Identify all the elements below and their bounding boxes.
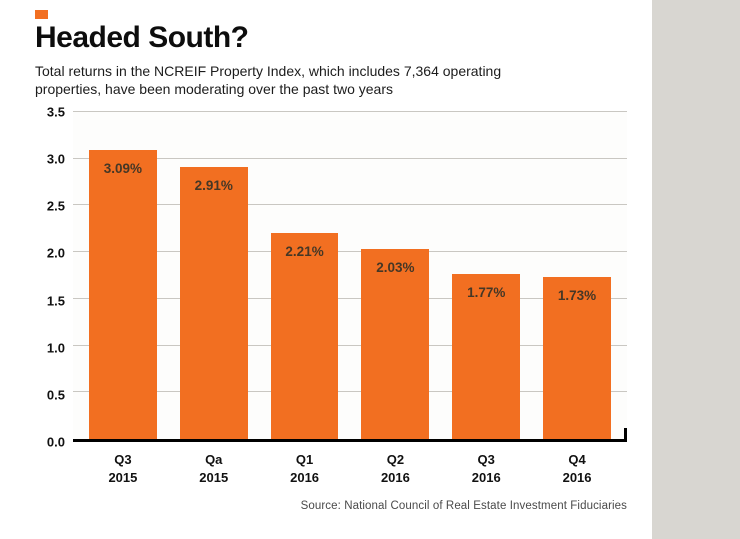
chart-title: Headed South? [35,21,249,54]
bar-q3-2015: 3.09% [89,150,157,439]
x-tick-label: Q2 2016 [380,452,410,485]
accent-square-icon [35,10,48,19]
bar-slot: 1.73% [543,112,611,439]
gridline [73,251,627,253]
bar-value-label: 2.21% [285,243,324,259]
x-tick-label: Q1 2016 [290,452,320,485]
chart-subtitle-line2: properties, have been moderating over th… [35,80,393,97]
x-tick-label: Q3 2016 [471,452,501,485]
y-tick-label: 0.5 [46,387,65,403]
gridline [73,204,627,206]
bar-value-label: 2.03% [376,260,415,276]
bar-chart: 0.0 0.5 1.0 1.5 2.0 2.5 3.0 3.5 3.09% 2.91% 2.21%… [35,105,627,486]
bar-slot: 2.21% [270,112,339,439]
bars-row: 3.09% 2.91% 2.21% 2.03% 1.77% 1.73% [73,112,627,439]
y-tick-label: 2.0 [46,245,65,261]
gridline [73,157,627,159]
gridline [73,344,627,346]
bar-value-label: 1.77% [467,284,506,300]
y-tick-label: 3.5 [46,104,65,120]
x-axis: Q3 2015 Qa 2015 Q1 2016 Q2 2016 Q3 2016 Q4 2016 [73,451,627,486]
x-tick-label: Qa 2015 [199,452,229,485]
bar-q4-2016: 1.73% [543,277,611,439]
bar-value-label: 1.73% [557,288,597,304]
bar-slot: 1.77% [452,112,521,439]
source-note: Source: National Council of Real Estate … [300,500,627,513]
y-tick-label: 1.5 [46,293,65,309]
gridline [73,297,627,299]
plot-wrap: 3.09% 2.91% 2.21% 2.03% 1.77% 1.73% Q3 2015 Qa 2… [73,111,627,486]
bar-slot: 3.09% [89,112,157,439]
bar-qa-2015: 2.91% [179,167,248,439]
page-edge [652,0,740,539]
x-tick-label: Q3 2015 [108,452,138,485]
bar-slot: 2.03% [361,112,430,439]
article-panel: Headed South? Total returns in the NCREI… [35,10,652,513]
y-tick-label: 3.0 [46,151,65,167]
bar-q2-2016: 2.03% [361,249,430,439]
gridline [73,111,627,112]
x-tick-label: Q4 2016 [562,452,592,485]
bar-q1-2016: 2.21% [270,232,339,439]
chart-subtitle: Total returns in the NCREIF Property Ind… [35,63,652,98]
y-tick-label: 2.5 [46,198,65,214]
gridline [73,391,627,393]
bar-q3-2016: 1.77% [452,273,521,439]
bar-slot: 2.91% [179,112,248,439]
bar-value-label: 3.09% [103,161,143,177]
y-tick-label: 1.0 [46,340,65,356]
chart-subtitle-line1: Total returns in the NCREIF Property Ind… [35,63,502,79]
plot-area: 3.09% 2.91% 2.21% 2.03% 1.77% 1.73% [73,111,627,442]
y-tick-label: 0.0 [46,434,65,450]
y-axis: 0.0 0.5 1.0 1.5 2.0 2.5 3.0 3.5 [35,105,73,450]
bar-value-label: 2.91% [194,178,233,194]
